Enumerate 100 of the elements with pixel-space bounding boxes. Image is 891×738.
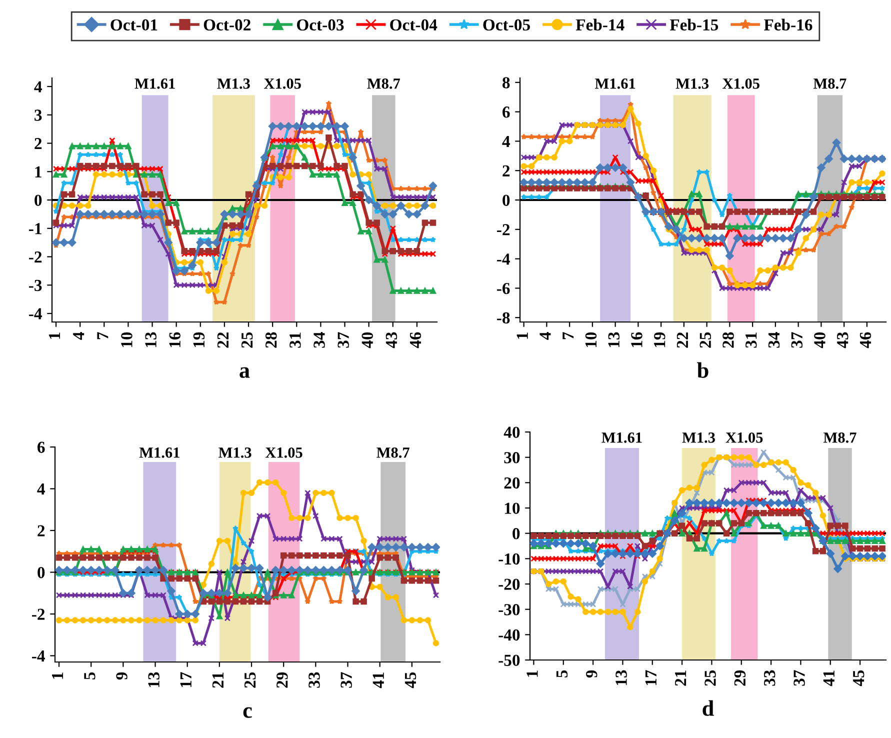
x-tick-label: 13 [616, 670, 627, 686]
y-tick-label: 3 [34, 110, 42, 121]
x-tick-label: 46 [860, 332, 872, 348]
band-label: X1.05 [264, 78, 301, 89]
x-tick-label: 37 [791, 332, 802, 348]
x-tick-label: 29 [276, 672, 288, 688]
x-tick-label: 21 [675, 670, 686, 686]
x-tick-label: 10 [121, 332, 132, 348]
x-tick-label: 40 [362, 332, 373, 348]
x-tick-label: 28 [722, 332, 734, 348]
x-tick-label: 34 [768, 332, 780, 348]
x-tick-label: 5 [84, 672, 96, 680]
x-tick-label: 45 [404, 672, 416, 688]
x-tick-label: 41 [823, 670, 834, 686]
y-tick-label: 4 [502, 136, 510, 147]
y-tick-label: -4 [32, 650, 45, 662]
x-axis-title: d [702, 700, 714, 716]
y-tick-label: -2 [29, 251, 42, 263]
x-axis-title: b [697, 362, 708, 378]
y-tick-label: 2 [38, 525, 45, 536]
x-tick-label: 13 [148, 672, 160, 688]
x-tick-label: 25 [241, 332, 253, 348]
y-tick-label: 8 [502, 77, 510, 88]
x-tick-label: 19 [193, 332, 205, 348]
x-tick-label: 16 [169, 332, 180, 348]
legend-label: Feb-15 [670, 18, 718, 31]
x-tick-label: 13 [608, 332, 620, 348]
y-tick-label: -8 [497, 312, 510, 324]
band-label: M1.3 [676, 78, 709, 89]
x-tick-label: 17 [180, 672, 192, 688]
y-tick-label: 0 [512, 528, 520, 540]
x-tick-label: 21 [212, 672, 224, 688]
legend-label: Oct-03 [296, 19, 344, 31]
y-tick-label: 4 [37, 484, 45, 495]
x-tick-label: 25 [704, 670, 716, 686]
y-tick-label: 30 [504, 452, 520, 464]
band-label: M1.61 [139, 447, 180, 458]
x-tick-label: 33 [308, 672, 320, 688]
x-tick-label: 9 [116, 672, 128, 680]
x-tick-label: 43 [386, 332, 398, 348]
x-tick-label: 33 [764, 670, 776, 686]
x-tick-label: 31 [290, 332, 301, 348]
x-tick-label: 41 [372, 672, 384, 688]
legend-label: Oct-04 [390, 19, 438, 31]
x-tick-label: 19 [654, 332, 666, 348]
x-tick-label: 17 [645, 670, 656, 686]
band-label: M8.7 [367, 78, 400, 89]
y-tick-label: -6 [497, 282, 510, 294]
y-tick-label: 6 [502, 106, 510, 118]
x-tick-label: 22 [676, 332, 688, 348]
band-label: M1.61 [594, 78, 636, 89]
y-tick-label: 2 [502, 165, 510, 176]
y-tick-label: 6 [38, 442, 45, 453]
x-tick-label: 1 [516, 332, 528, 339]
x-tick-label: 4 [73, 332, 84, 340]
x-axis-title: a [240, 367, 250, 378]
y-tick-label: 0 [38, 566, 45, 578]
y-tick-label: -2 [32, 608, 45, 620]
y-tick-label: -20 [498, 578, 520, 590]
x-tick-label: 45 [853, 670, 864, 686]
legend-label: Oct-02 [204, 19, 250, 31]
x-tick-label: 1 [526, 670, 538, 677]
y-tick-label: 0 [502, 194, 510, 206]
band-label: M8.7 [824, 432, 856, 443]
x-tick-label: 7 [97, 332, 108, 340]
x-axis-title: c [243, 707, 252, 718]
band-label: M8.7 [376, 447, 410, 458]
band-label: M1.61 [134, 78, 175, 89]
y-tick-label: -40 [498, 629, 520, 641]
x-tick-label: 1 [49, 332, 60, 339]
x-tick-label: 4 [540, 332, 551, 340]
band-label: M1.3 [218, 447, 252, 458]
x-tick-label: 1 [52, 672, 64, 679]
x-tick-label: 5 [556, 670, 568, 678]
x-tick-label: 16 [631, 332, 642, 348]
x-tick-label: 37 [338, 332, 349, 348]
band-label: X1.05 [265, 447, 302, 458]
y-tick-label: 4 [34, 81, 42, 92]
x-tick-label: 9 [586, 670, 598, 678]
y-tick-label: 20 [504, 477, 520, 489]
legend-label: Feb-16 [764, 18, 812, 31]
band-label: M1.61 [602, 432, 642, 443]
band-label: M1.3 [682, 432, 715, 443]
x-tick-label: 31 [746, 332, 757, 348]
x-tick-label: 22 [217, 332, 228, 348]
y-tick-label: 40 [504, 426, 520, 438]
y-tick-label: -10 [498, 553, 520, 565]
y-tick-label: 10 [504, 502, 520, 514]
y-tick-label: -2 [497, 224, 510, 236]
band-label: X1.05 [722, 78, 760, 89]
band-label: X1.05 [726, 432, 763, 443]
x-tick-label: 25 [244, 672, 256, 688]
x-tick-label: 34 [314, 332, 325, 348]
y-tick-label: -1 [29, 223, 42, 234]
y-tick-label: -50 [498, 654, 520, 666]
legend-label: Oct-01 [110, 19, 158, 31]
legend-label: Oct-05 [483, 19, 530, 31]
y-tick-label: -4 [497, 254, 510, 265]
x-tick-label: 10 [585, 332, 597, 348]
x-tick-label: 37 [340, 672, 352, 688]
